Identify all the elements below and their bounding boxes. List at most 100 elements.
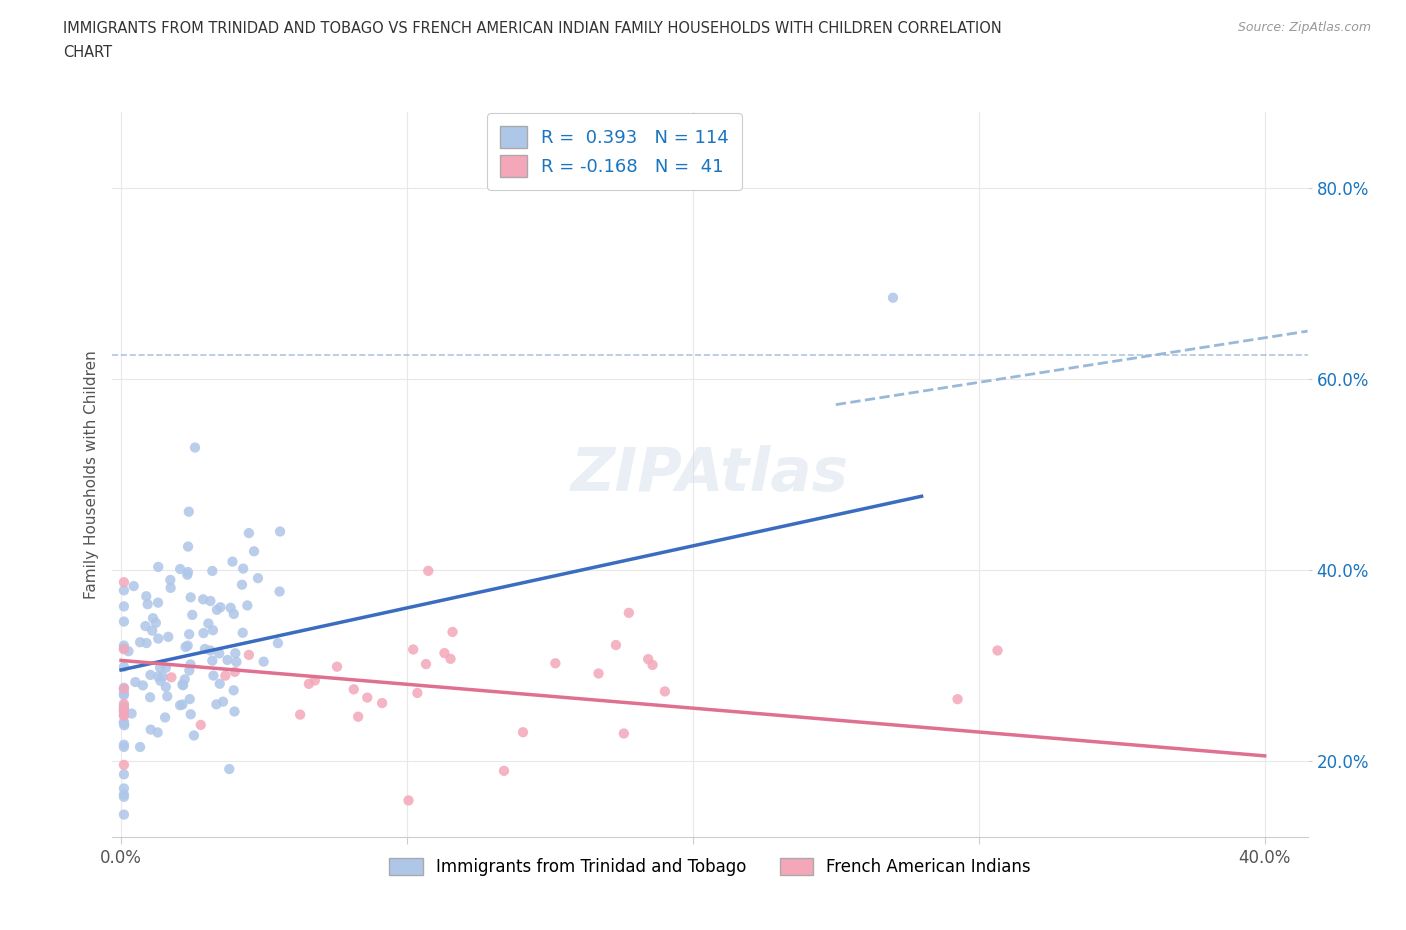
- Point: [112, 781, 135, 796]
- Point: [347, 710, 370, 724]
- Point: [112, 708, 135, 723]
- Point: [202, 668, 225, 683]
- Point: [238, 647, 260, 662]
- Point: [212, 694, 235, 709]
- Point: [544, 656, 567, 671]
- Point: [135, 636, 157, 651]
- Point: [492, 764, 515, 778]
- Point: [288, 707, 311, 722]
- Point: [129, 739, 152, 754]
- Point: [512, 724, 534, 739]
- Point: [112, 638, 135, 653]
- Point: [243, 544, 266, 559]
- Point: [304, 673, 326, 688]
- Point: [142, 611, 165, 626]
- Point: [149, 673, 172, 688]
- Point: [179, 627, 201, 642]
- Point: [343, 682, 366, 697]
- Point: [180, 590, 202, 604]
- Point: [169, 698, 191, 712]
- Point: [146, 669, 169, 684]
- Point: [217, 653, 239, 668]
- Point: [174, 640, 197, 655]
- Point: [236, 598, 259, 613]
- Point: [588, 666, 610, 681]
- Point: [637, 652, 659, 667]
- Point: [112, 614, 135, 629]
- Point: [177, 539, 200, 554]
- Point: [197, 616, 219, 631]
- Point: [269, 525, 291, 539]
- Point: [112, 790, 135, 804]
- Point: [173, 672, 195, 687]
- Point: [112, 642, 135, 657]
- Point: [433, 645, 456, 660]
- Point: [201, 564, 224, 578]
- Point: [882, 290, 904, 305]
- Point: [112, 699, 135, 714]
- Point: [181, 607, 204, 622]
- Point: [179, 663, 201, 678]
- Point: [112, 682, 135, 697]
- Point: [238, 525, 260, 540]
- Point: [224, 645, 246, 660]
- Point: [155, 660, 177, 675]
- Point: [148, 560, 170, 575]
- Point: [129, 635, 152, 650]
- Point: [121, 706, 143, 721]
- Point: [418, 564, 440, 578]
- Point: [617, 605, 640, 620]
- Point: [208, 676, 231, 691]
- Point: [406, 685, 429, 700]
- Point: [112, 757, 135, 772]
- Point: [141, 623, 163, 638]
- Point: [112, 681, 135, 696]
- Point: [613, 726, 636, 741]
- Point: [190, 717, 212, 732]
- Point: [184, 440, 207, 455]
- Point: [139, 690, 162, 705]
- Point: [112, 737, 135, 752]
- Point: [117, 644, 139, 658]
- Point: [112, 659, 135, 674]
- Point: [152, 670, 174, 684]
- Point: [122, 578, 145, 593]
- Point: [208, 646, 231, 661]
- Point: [176, 567, 198, 582]
- Point: [112, 708, 135, 723]
- Point: [156, 689, 179, 704]
- Point: [177, 504, 200, 519]
- Point: [201, 623, 224, 638]
- Point: [136, 597, 159, 612]
- Point: [179, 692, 201, 707]
- Point: [155, 680, 177, 695]
- Point: [398, 793, 420, 808]
- Point: [124, 674, 146, 689]
- Point: [183, 728, 205, 743]
- Point: [191, 591, 214, 606]
- Point: [218, 762, 240, 777]
- Point: [112, 718, 135, 733]
- Point: [132, 678, 155, 693]
- Point: [160, 670, 183, 684]
- Point: [112, 681, 135, 696]
- Point: [159, 573, 181, 588]
- Point: [221, 554, 243, 569]
- Point: [112, 787, 135, 802]
- Point: [605, 638, 627, 653]
- Point: [112, 767, 135, 782]
- Point: [139, 668, 162, 683]
- Point: [139, 723, 162, 737]
- Point: [224, 704, 246, 719]
- Point: [222, 683, 245, 698]
- Point: [946, 692, 969, 707]
- Text: IMMIGRANTS FROM TRINIDAD AND TOBAGO VS FRENCH AMERICAN INDIAN FAMILY HOUSEHOLDS : IMMIGRANTS FROM TRINIDAD AND TOBAGO VS F…: [63, 21, 1002, 36]
- Text: CHART: CHART: [63, 45, 112, 60]
- Point: [267, 636, 290, 651]
- Point: [172, 698, 194, 712]
- Point: [159, 580, 181, 595]
- Point: [253, 654, 276, 669]
- Point: [149, 660, 172, 675]
- Point: [112, 703, 135, 718]
- Point: [356, 690, 378, 705]
